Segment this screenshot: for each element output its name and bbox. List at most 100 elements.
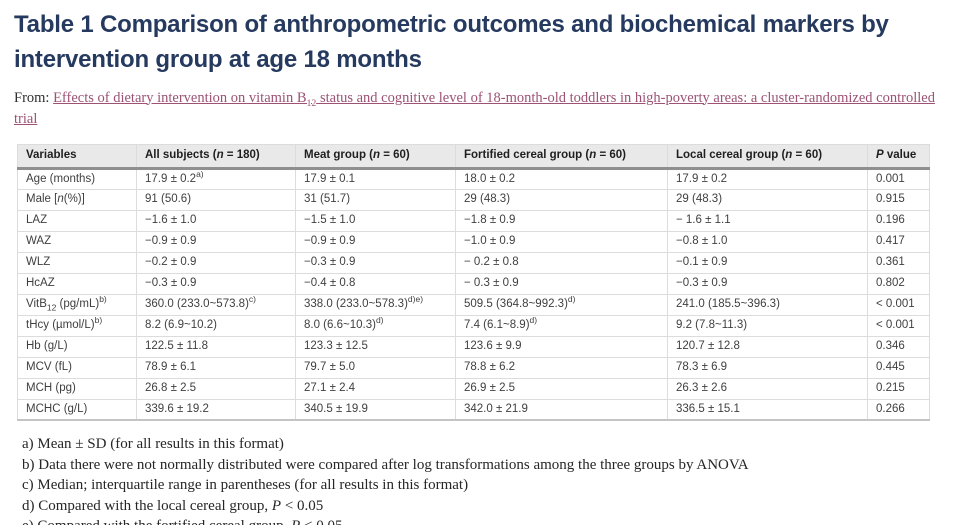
table-row: tHcy (µmol/L)b) 8.2 (6.9~10.2) 8.0 (6.6~10…	[17, 314, 930, 337]
table-body: Age (months) 17.9 ± 0.2a) 17.9 ± 0.1 18.0 ±…	[17, 167, 930, 422]
p-value-cell: < 0.001	[867, 293, 930, 316]
variable-label: MCHC (g/L)	[17, 398, 137, 422]
text-part-it: P	[876, 149, 884, 162]
cell-value: 78.9 ± 6.1	[145, 361, 197, 374]
cell-superscript: a)	[196, 168, 204, 179]
from-label: From:	[14, 89, 50, 106]
cell-value: 8.2 (6.9~10.2)	[145, 319, 217, 332]
variable-label: WLZ	[17, 251, 137, 274]
text-part-pre: a) Mean ± SD (for all results in this fo…	[22, 436, 284, 453]
table-cell: 123.6 ± 9.9	[455, 335, 668, 358]
text-part-pre: WLZ	[26, 256, 51, 269]
table-cell: −1.0 ± 0.9	[455, 230, 668, 253]
table-cell: − 1.6 ± 1.1	[667, 209, 868, 232]
column-header-fortified-cereal-group: Fortified cereal group (n = 60)	[455, 143, 668, 170]
table-cell: 27.1 ± 2.4	[295, 377, 456, 400]
text-part-it: n	[216, 149, 224, 162]
cell-value: −0.1 ± 0.9	[676, 256, 728, 269]
footnote-d: d) Compared with the local cereal group,…	[22, 496, 946, 517]
cell-value: 122.5 ± 11.8	[145, 340, 209, 353]
table-cell: −0.3 ± 0.9	[136, 272, 296, 295]
table-cell: −1.6 ± 1.0	[136, 209, 296, 232]
cell-value: 29 (48.3)	[676, 193, 723, 206]
table-cell: 123.3 ± 12.5	[295, 335, 456, 358]
table-cell: −0.2 ± 0.9	[136, 251, 296, 274]
text-part-pre: MCV (fL)	[26, 361, 72, 374]
footnote-c: c) Median; interquartile range in parent…	[22, 475, 946, 496]
column-header-all-subjects: All subjects (n = 180)	[136, 143, 296, 170]
table-cell: 78.9 ± 6.1	[136, 356, 296, 379]
p-value-cell: 0.445	[867, 356, 930, 379]
text-part-post: value	[883, 149, 917, 162]
text-part-pre: Hb (g/L)	[26, 340, 68, 353]
variable-label: MCV (fL)	[17, 356, 137, 379]
column-header-p-value: P value	[867, 143, 930, 170]
cell-value: 78.8 ± 6.2	[464, 361, 516, 374]
text-part-post: (%)]	[63, 193, 85, 206]
article-link-text-pre: Effects of dietary intervention on vitam…	[53, 89, 307, 106]
cell-value: 120.7 ± 12.8	[676, 340, 740, 353]
cell-value: −1.0 ± 0.9	[464, 235, 516, 248]
table-cell: 7.4 (6.1~8.9)d)	[455, 314, 668, 337]
cell-superscript: d)e)	[407, 294, 424, 305]
cell-value: − 1.6 ± 1.1	[676, 214, 731, 227]
text-part-it: P	[291, 518, 300, 525]
table-cell: −0.3 ± 0.9	[295, 251, 456, 274]
cell-value: 0.915	[876, 193, 905, 206]
table-cell: 8.2 (6.9~10.2)	[136, 314, 296, 337]
table-row: MCV (fL) 78.9 ± 6.1 79.7 ± 5.0 78.8 ± 6.2 78…	[17, 356, 930, 379]
table-cell: 17.9 ± 0.2a)	[136, 167, 296, 190]
table-cell: 8.0 (6.6~10.3)d)	[295, 314, 456, 337]
cell-value: 17.9 ± 0.2	[676, 172, 728, 185]
cell-value: 79.7 ± 5.0	[304, 361, 356, 374]
cell-value: 0.361	[876, 256, 905, 269]
text-part-pre: Variables	[26, 149, 77, 162]
table-cell: 91 (50.6)	[136, 188, 296, 211]
cell-value: 241.0 (185.5~396.3)	[676, 298, 780, 311]
p-value-cell: 0.215	[867, 377, 930, 400]
table-cell: −0.8 ± 1.0	[667, 230, 868, 253]
text-part-post: < 0.05	[281, 497, 324, 514]
table-cell: −1.8 ± 0.9	[455, 209, 668, 232]
table-cell: 31 (51.7)	[295, 188, 456, 211]
cell-value: 336.5 ± 15.1	[676, 402, 740, 415]
article-link[interactable]: Effects of dietary intervention on vitam…	[14, 90, 935, 127]
text-part-pre: c) Median; interquartile range in parent…	[22, 477, 469, 494]
outcomes-table: Variables All subjects (n = 180) Meat grou…	[17, 143, 930, 422]
table-cell: −0.1 ± 0.9	[667, 251, 868, 274]
text-part-it: n	[373, 149, 381, 162]
table-row: MCH (pg) 26.8 ± 2.5 27.1 ± 2.4 26.9 ± 2.5 26…	[17, 377, 930, 400]
article-link-text-post: status and cognitive level of 18-month-o…	[14, 89, 935, 127]
cell-value: 9.2 (7.8~11.3)	[676, 319, 748, 332]
table-cell: 18.0 ± 0.2	[455, 167, 668, 190]
variable-label: Male [n(%)]	[17, 188, 137, 211]
p-value-cell: 0.196	[867, 209, 930, 232]
column-header-variables: Variables	[17, 143, 137, 170]
cell-value: 26.3 ± 2.6	[676, 382, 728, 395]
table-cell: − 0.3 ± 0.9	[455, 272, 668, 295]
table-cell: 120.7 ± 12.8	[667, 335, 868, 358]
cell-value: < 0.001	[876, 298, 915, 311]
table-row: Male [n(%)] 91 (50.6) 31 (51.7) 29 (48.3) 29…	[17, 188, 930, 211]
cell-value: 26.8 ± 2.5	[145, 382, 197, 395]
text-part-post: = 180)	[223, 149, 260, 162]
cell-value: 18.0 ± 0.2	[464, 172, 516, 185]
cell-value: −1.5 ± 1.0	[304, 214, 356, 227]
text-part-post: = 60)	[792, 149, 823, 162]
text-part-pre: WAZ	[26, 235, 52, 248]
p-value-cell: 0.001	[867, 167, 930, 190]
table-cell: 339.6 ± 19.2	[136, 398, 296, 422]
p-value-cell: 0.915	[867, 188, 930, 211]
page-title: Table 1 Comparison of anthropometric out…	[14, 11, 889, 73]
table-row: WLZ −0.2 ± 0.9 −0.3 ± 0.9 − 0.2 ± 0.8 −0.1 ±…	[17, 251, 930, 274]
variable-label: tHcy (µmol/L)b)	[17, 314, 137, 337]
cell-value: −0.3 ± 0.9	[145, 277, 197, 290]
text-part-it: n	[589, 149, 597, 162]
p-value-cell: 0.361	[867, 251, 930, 274]
cell-value: 0.417	[876, 235, 905, 248]
cell-value: −1.8 ± 0.9	[464, 214, 516, 227]
variable-label: Hb (g/L)	[17, 335, 137, 358]
cell-superscript: d)	[529, 315, 538, 326]
table-cell: 241.0 (185.5~396.3)	[667, 293, 868, 316]
table-cell: 26.3 ± 2.6	[667, 377, 868, 400]
